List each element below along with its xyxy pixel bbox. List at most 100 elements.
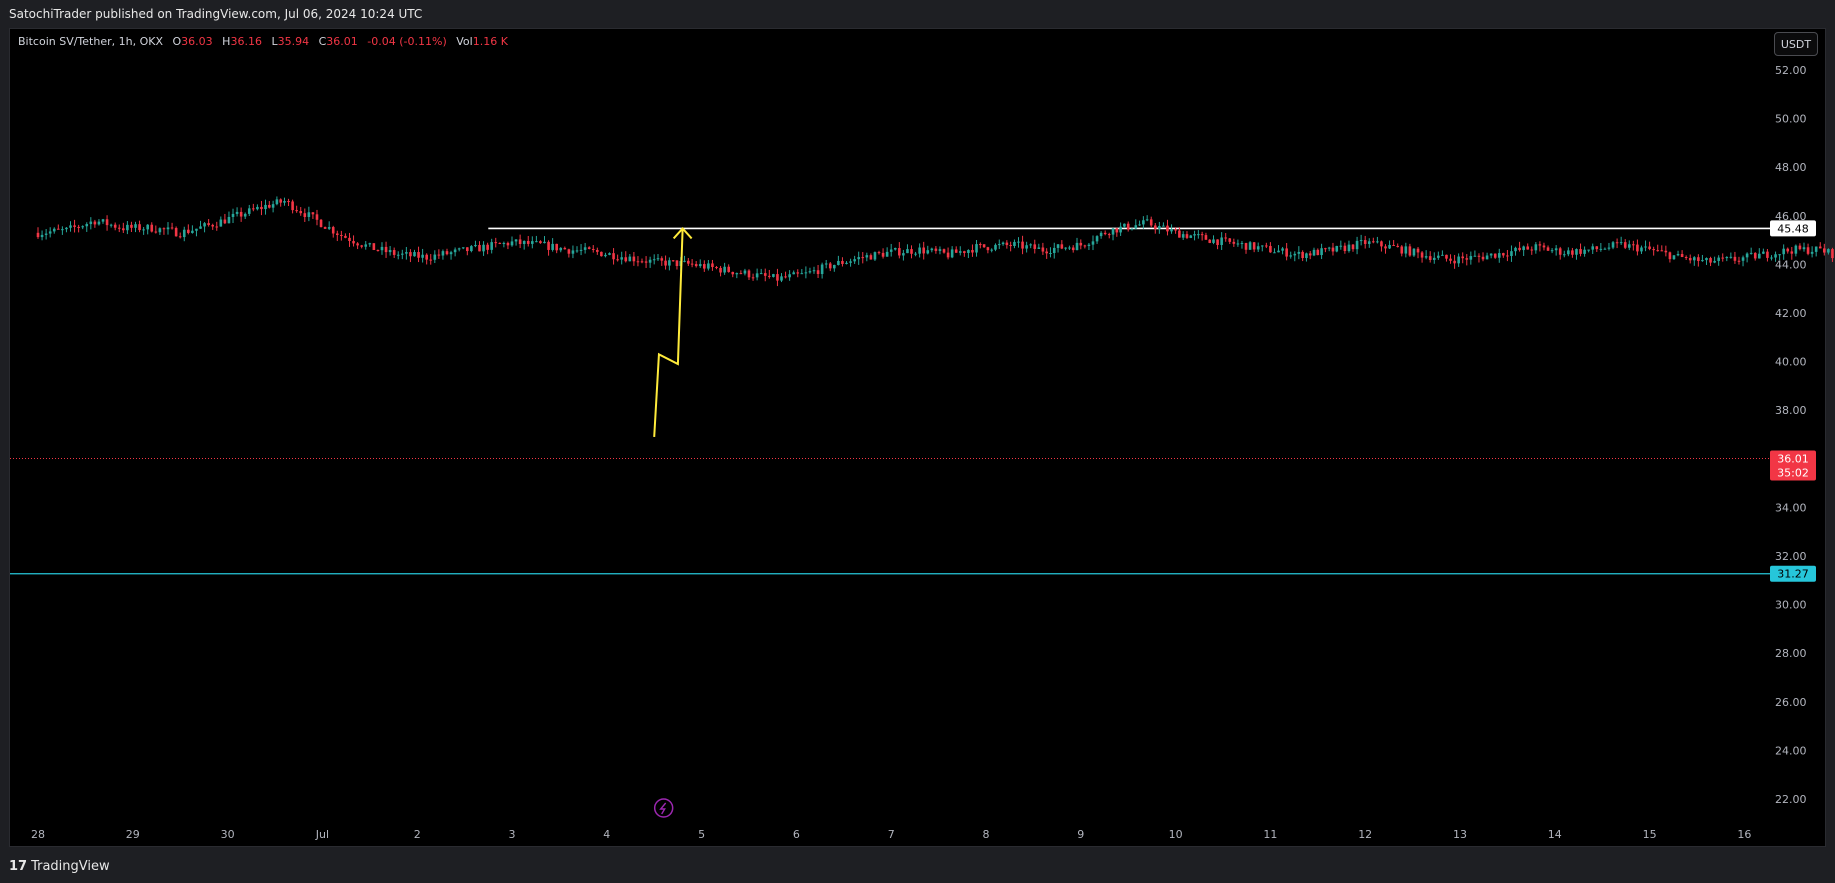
candle-body [1485,255,1489,260]
candle-body [865,255,869,258]
candle-body [1277,250,1280,253]
x-tick-label: 9 [1077,828,1084,841]
candle-body [1542,245,1546,248]
candle-body [122,228,125,231]
candle-body [69,225,72,228]
candle-body [1627,244,1631,248]
candle-body [1461,256,1465,259]
candle-body [707,263,710,269]
candle-body [384,246,388,253]
candle-body [853,259,856,262]
candle-body [784,276,787,278]
bar-countdown-label: 35:02 [1777,467,1809,480]
candle-body [942,249,946,253]
candle-body [1623,242,1627,248]
candle-body [1111,228,1115,235]
candle-body [356,243,359,246]
x-tick-label: 14 [1548,828,1562,841]
candle-body [1005,242,1009,246]
candle-body [990,249,993,251]
candle-body [668,260,671,266]
candle-body [199,226,202,229]
legend-volume-label: Vol [456,35,473,48]
candle-body [437,254,441,256]
candle-body [429,259,433,261]
candle-body [1273,252,1276,254]
candle-body [845,262,848,264]
candle-body [1339,245,1343,247]
candle-body [690,263,694,265]
candle-body [207,223,210,225]
candle-body [1056,244,1060,248]
y-tick-label: 50.00 [1775,113,1807,126]
candle-body [1372,241,1375,243]
candle-body [1260,245,1264,247]
tradingview-logo-icon: 17 [9,859,28,874]
candle-body [579,249,583,251]
candle-body [1103,232,1107,235]
candle-body [587,247,591,249]
candle-body [85,224,89,227]
candle-body [861,257,865,259]
candle-body [105,219,109,226]
candle-body [982,244,986,248]
candle-body [1676,253,1680,256]
candle-body [1324,248,1327,250]
candle-body [1312,249,1316,256]
candle-body [271,204,275,208]
candle-body [1193,234,1196,236]
candle-body [1534,244,1538,251]
legend-symbol: Bitcoin SV/Tether, 1h, OKX [18,35,163,48]
candle-body [1705,258,1708,261]
publish-text: SatochiTrader published on TradingView.c… [9,7,423,21]
resistance-price-label-bg [1770,220,1816,237]
candle-body [547,241,550,250]
candle-body [405,252,408,254]
candle-body [950,249,954,258]
candle-body [1244,243,1248,250]
candle-body [388,250,392,253]
currency-button[interactable]: USDT [1774,32,1818,56]
candle-body [1701,260,1704,262]
candle-body [833,264,836,269]
candle-body [470,246,473,252]
candle-body [612,253,615,260]
y-tick-label: 34.00 [1775,501,1807,514]
candle-body [1416,248,1420,253]
chart-area[interactable] [9,28,1826,847]
x-tick-label: 3 [509,828,516,841]
candle-body [150,224,154,232]
candle-body [1123,223,1126,227]
y-tick-label: 40.00 [1775,356,1807,369]
candle-body [719,267,722,273]
candle-body [1041,247,1045,252]
candle-body [1823,248,1826,253]
candle-body [640,261,644,263]
x-tick-label: 16 [1737,828,1751,841]
candle-body [295,210,298,212]
candle-body [898,248,901,256]
candle-body [567,249,571,254]
tradingview-brand[interactable]: 17 TradingView [9,859,110,874]
candle-body [279,199,282,203]
candle-body [392,250,396,255]
candle-body [914,253,917,255]
candle-body [1465,258,1469,260]
candle-body [1652,249,1655,251]
x-tick-label: 4 [603,828,610,841]
candle-body [644,261,648,263]
legend-close-label: C [318,35,327,48]
candle-body [1692,257,1696,261]
y-tick-label: 42.00 [1775,307,1807,320]
candle-body [800,273,804,275]
candle-body [97,221,101,225]
candle-body [997,244,1001,246]
candle-body [893,248,897,250]
candle-body [555,243,558,251]
candle-body [636,261,640,263]
chart-legend: Bitcoin SV/Tether, 1h, OKX O36.03 H36.16… [18,35,508,48]
candle-body [877,252,881,254]
candle-body [1075,242,1079,251]
resistance-price-label: 45.48 [1777,222,1809,235]
